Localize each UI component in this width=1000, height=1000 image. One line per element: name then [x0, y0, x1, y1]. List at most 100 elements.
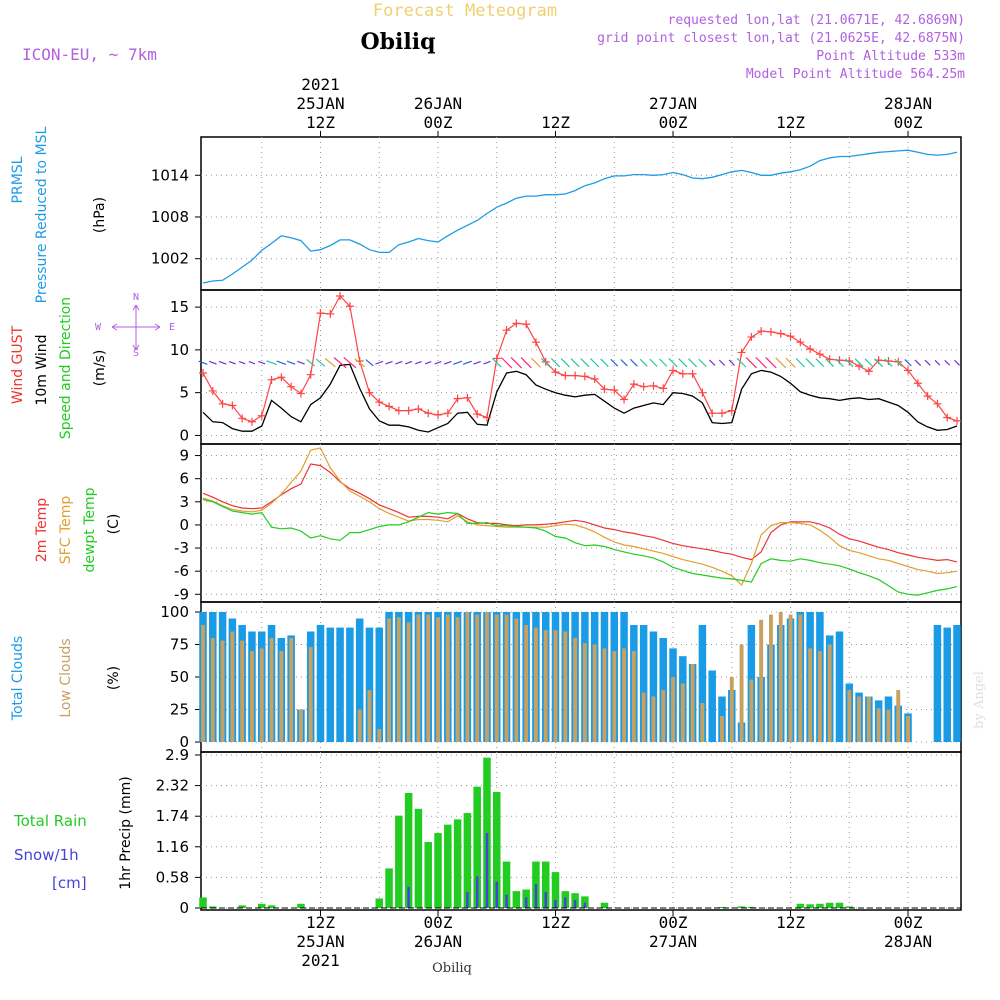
wind-arrow	[365, 359, 374, 367]
gust-point	[953, 416, 961, 425]
total-cloud-bar	[336, 627, 344, 742]
wind-arrow	[924, 359, 931, 366]
wind-arrow	[333, 357, 347, 369]
y-tick-label: 2.32	[156, 777, 189, 795]
compass-w: W	[95, 322, 102, 333]
panel-frame-0	[200, 136, 962, 291]
top-time-label: 26JAN	[414, 94, 462, 113]
low-cloud-bar	[514, 618, 519, 742]
snow-bar	[407, 886, 410, 908]
low-cloud-bar	[367, 690, 372, 742]
rain-bar	[199, 897, 207, 908]
wind-arrow	[395, 360, 403, 365]
wind-arrow	[324, 358, 336, 368]
rain-bar	[463, 813, 472, 908]
low-cloud-bar	[445, 614, 450, 742]
rain-bar	[845, 906, 854, 908]
gust-point	[218, 399, 227, 408]
gust-point	[287, 382, 296, 391]
low-cloud-bar	[788, 614, 793, 742]
tsfc-line	[202, 447, 958, 587]
wind-arrow	[894, 358, 903, 367]
y-tick-label: -6	[174, 562, 189, 580]
cloud-bars	[199, 612, 961, 742]
wind-direction-arrows	[198, 356, 961, 369]
low-cloud-bar	[308, 647, 313, 742]
snow-bar	[544, 892, 547, 908]
gust-point	[894, 357, 903, 366]
snow-bar	[466, 892, 469, 908]
rain-bar	[297, 903, 305, 908]
wind-arrow	[934, 359, 941, 366]
gust-point	[434, 410, 443, 419]
top-time-label: 2021	[301, 75, 340, 94]
clouds-panel: Total Clouds Low Clouds (%) 0 25 50 75 100	[10, 603, 961, 751]
bottom-time-label: 28JAN	[884, 932, 932, 951]
snow-bar	[475, 876, 479, 908]
rain-bar	[502, 861, 511, 908]
rain-bar	[473, 786, 481, 908]
wind-arrow	[815, 358, 825, 368]
low-cloud-bar	[827, 644, 832, 742]
gust-point	[904, 366, 913, 375]
dewpt-line	[202, 498, 958, 596]
rain-bar	[238, 905, 246, 908]
total-cloud-bar	[355, 618, 364, 742]
rain-bar	[424, 842, 432, 908]
y-tick-label: 1002	[151, 250, 189, 268]
low-cloud-bar	[817, 651, 822, 742]
wind-arrow	[315, 358, 326, 367]
y-tick-label: 0.58	[156, 868, 189, 886]
gust-point	[620, 395, 629, 404]
pressure-label-2: Pressure Reduced to MSL	[34, 126, 50, 303]
rain-bar	[551, 872, 560, 908]
y-tick-label: 6	[179, 470, 189, 488]
wind-arrow	[795, 358, 806, 368]
low-cloud-bar	[201, 625, 205, 742]
low-cloud-bar	[906, 716, 910, 742]
snow-bar	[583, 902, 587, 908]
y-tick-label: 10	[170, 341, 189, 359]
wind-arrow	[639, 358, 648, 367]
model-altitude: Model Point Altitude 564.25m	[746, 67, 965, 82]
low-cloud-bar	[680, 683, 685, 742]
top-time-label: 12Z	[306, 113, 335, 132]
gust-point	[541, 357, 550, 366]
wind-arrow	[520, 357, 532, 369]
total-clouds-label: Total Clouds	[10, 636, 26, 721]
rain-bar	[718, 906, 726, 908]
y-tick-label: 0	[179, 516, 189, 534]
low-cloud-bar	[739, 644, 744, 742]
y-tick-label: 0	[179, 899, 189, 917]
low-cloud-bar	[524, 625, 529, 742]
low-cloud-bar	[847, 690, 852, 742]
wind-arrow	[443, 360, 452, 365]
gust-point	[463, 393, 472, 402]
low-cloud-bar	[279, 651, 284, 742]
wind-arrow	[854, 358, 864, 368]
y-tick-label: 25	[170, 701, 189, 719]
low-cloud-bar	[465, 612, 470, 742]
wind-arrow	[825, 358, 835, 368]
rain-bar	[796, 903, 805, 908]
gust-point	[913, 379, 922, 388]
snow-bar	[485, 833, 489, 908]
wind-arrow	[688, 358, 698, 368]
gust-point	[806, 345, 815, 354]
rain-bar	[825, 902, 834, 908]
wind-arrow	[600, 358, 609, 367]
rain-bar	[747, 906, 756, 908]
panel-frame-2	[200, 443, 962, 603]
gust-point	[845, 357, 854, 366]
low-cloud-bar	[592, 644, 597, 742]
low-cloud-bar	[896, 690, 901, 742]
bottom-time-label: 25JAN	[296, 932, 344, 951]
wind-arrow	[620, 359, 628, 367]
panel-frames	[200, 136, 962, 911]
wind-arrow	[914, 359, 922, 366]
wind-arrow	[590, 358, 600, 368]
total-cloud-bar	[326, 627, 335, 742]
temp-ticks: -9 -6 -3 0 3 6 9	[174, 447, 961, 603]
low-cloud-bar	[475, 614, 480, 742]
wind-arrow	[415, 361, 422, 365]
